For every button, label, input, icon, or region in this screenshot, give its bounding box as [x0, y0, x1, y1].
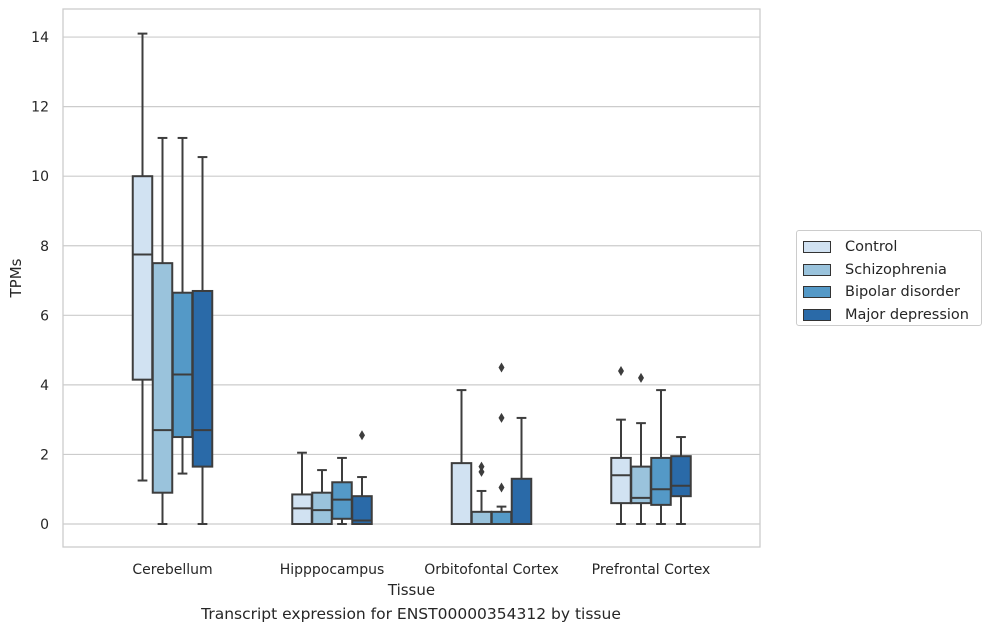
box-major-depression [510, 416, 533, 526]
box-schizophrenia [630, 372, 652, 525]
y-tick-label: 8 [40, 239, 49, 255]
legend-swatch [803, 241, 831, 254]
outlier-point [618, 365, 624, 376]
box-major-depression [191, 156, 214, 525]
iqr-box [171, 291, 194, 439]
iqr-box [610, 456, 632, 505]
legend-label: Bipolar disorder [845, 284, 960, 301]
iqr-box [650, 456, 672, 506]
iqr-box [670, 455, 692, 498]
iqr-box [151, 262, 174, 494]
y-tick-label: 4 [40, 378, 49, 394]
legend-item: Schizophrenia [803, 259, 981, 282]
legend-swatch [803, 286, 831, 299]
box-control [610, 365, 632, 525]
x-axis-label: Tissue [387, 581, 435, 599]
x-tick-labels: Cerebellum Hipppocampus Orbitofontal Corte… [132, 562, 710, 578]
legend: Control Schizophrenia Bipolar disorder Majo… [796, 230, 982, 326]
iqr-box [191, 289, 214, 468]
legend-label: Schizophrenia [845, 261, 947, 278]
y-tick-label: 14 [31, 30, 49, 46]
iqr-box [470, 510, 493, 525]
legend-swatch [803, 263, 831, 276]
legend-item: Control [803, 236, 981, 259]
y-tick-label: 12 [31, 100, 49, 116]
y-tick-label: 10 [31, 169, 49, 185]
y-tick-label: 6 [40, 308, 49, 324]
iqr-box [351, 495, 373, 525]
box-schizophrenia [470, 461, 493, 525]
outlier-point [478, 461, 485, 472]
iqr-box [510, 477, 533, 526]
outlier-point [498, 362, 505, 373]
box-major-depression [670, 436, 692, 525]
iqr-box [131, 175, 154, 381]
box-major-depression [351, 430, 373, 525]
outlier-point [478, 466, 485, 477]
legend-label: Major depression [845, 306, 969, 323]
box-bipolar-disorder [331, 456, 353, 525]
y-tick-label: 0 [40, 517, 49, 533]
outlier-point [359, 430, 365, 441]
iqr-box [311, 491, 333, 525]
legend-swatch [803, 308, 831, 321]
legend-item: Bipolar disorder [803, 281, 981, 304]
box-bipolar-disorder [490, 362, 513, 525]
figure-caption: Transcript expression for ENST0000035431… [201, 605, 621, 623]
x-tick-label: Prefrontal Cortex [592, 562, 711, 578]
x-tick-label: Cerebellum [132, 562, 212, 578]
iqr-box [450, 462, 473, 526]
y-axis-label: TPMs [7, 258, 25, 298]
boxes [131, 32, 692, 526]
y-tick-label: 2 [40, 447, 49, 463]
legend-label: Control [845, 239, 898, 256]
x-tick-label: Orbitofontal Cortex [424, 562, 559, 578]
iqr-box [490, 510, 513, 525]
outlier-point [498, 412, 505, 423]
x-tick-label: Hipppocampus [280, 562, 385, 578]
y-tick-labels: 0 2 4 6 8 10 12 14 [31, 30, 49, 533]
outlier-point [638, 372, 644, 383]
plot-frame [62, 8, 761, 548]
legend-item: Major depression [803, 304, 981, 327]
box-control [450, 389, 473, 526]
outlier-point [498, 482, 505, 493]
